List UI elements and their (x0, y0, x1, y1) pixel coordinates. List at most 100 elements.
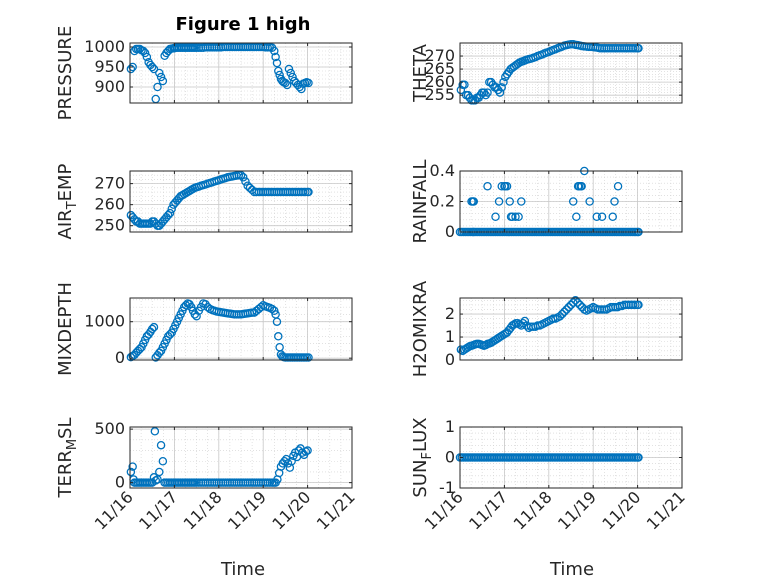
x-tick-label: 11/17 (465, 487, 511, 533)
y-axis-label-part: SL (55, 417, 76, 438)
y-tick-label: 260 (424, 72, 455, 91)
data-point (499, 77, 508, 87)
data-point (483, 88, 492, 97)
y-axis-label-part: TERR (55, 450, 76, 498)
data-series (126, 427, 312, 487)
x-tick-label: 11/20 (268, 487, 314, 533)
x-tick-label: 11/19 (554, 487, 600, 533)
data-point (128, 62, 137, 72)
data-point (274, 332, 283, 341)
data-point (608, 212, 617, 221)
data-point (126, 467, 136, 477)
y-axis-label: RAINFALL (410, 160, 431, 244)
x-tick-label: 11/18 (510, 487, 556, 533)
data-point (165, 208, 175, 218)
y-axis-label-part: SUN (410, 460, 431, 498)
y-tick-label: 270 (94, 174, 125, 193)
data-point (301, 447, 311, 456)
data-point (167, 204, 176, 214)
data-point (153, 82, 162, 92)
x-tick-label: 11/20 (598, 487, 644, 533)
axes-box (129, 42, 353, 104)
data-point (634, 453, 643, 462)
data-point (270, 306, 279, 316)
y-tick-label: 265 (424, 59, 455, 78)
data-point (491, 212, 500, 221)
y-axis-label-part: H2OMIXRA (410, 280, 431, 377)
y-tick-label: 2 (445, 304, 455, 323)
data-point (192, 311, 201, 321)
data-point (150, 427, 160, 436)
data-point (610, 197, 619, 206)
y-axis-label: MIXDEPTH (55, 282, 76, 376)
data-point (243, 181, 252, 190)
y-axis-label: PRESSURE (55, 26, 76, 121)
subplot-8: -10111/1611/1711/1811/1911/2011/21SUNFLU… (410, 417, 689, 533)
x-tick-label: 11/17 (135, 487, 181, 533)
data-point (502, 181, 512, 191)
data-point (238, 173, 248, 182)
data-point (140, 48, 150, 58)
y-axis-label-part: F (420, 452, 435, 459)
y-tick-label: 255 (424, 85, 455, 104)
data-point (592, 212, 602, 221)
x-axis-label-right: Time (549, 559, 594, 580)
y-tick-label: 950 (94, 57, 125, 76)
data-point (270, 46, 279, 56)
data-point (287, 456, 296, 466)
subplot-6: 0 1 2 H2OMIXRA (410, 280, 683, 377)
data-point (497, 83, 506, 92)
data-point (272, 317, 282, 326)
data-point (511, 212, 520, 221)
data-point (155, 467, 164, 477)
data-point (241, 177, 250, 186)
data-point (288, 72, 297, 82)
y-tick-label: 900 (94, 77, 125, 96)
y-tick-label: 0 (445, 350, 455, 369)
data-point (573, 298, 582, 307)
y-tick-label: -1 (439, 478, 455, 497)
data-series (126, 299, 313, 362)
data-point (297, 84, 306, 94)
axes-box (129, 170, 353, 233)
data-point (568, 197, 578, 206)
data-point (142, 52, 152, 62)
y-axis-label-part: LUX (410, 417, 431, 452)
data-point (304, 353, 313, 362)
data-point (147, 62, 157, 72)
data-point (284, 64, 294, 74)
data-point (147, 324, 157, 334)
y-axis-label-part: AIR (55, 209, 76, 239)
y-axis-label: TERRMSL (55, 417, 80, 498)
data-point (151, 476, 161, 485)
data-point (557, 309, 567, 319)
data-point (562, 305, 571, 314)
data-point (576, 181, 586, 191)
data-point (575, 300, 585, 310)
data-point (156, 440, 166, 450)
y-tick-label: 250 (94, 216, 125, 235)
x-tick-label: 11/21 (643, 487, 689, 533)
data-point (500, 181, 509, 191)
data-point (274, 66, 283, 76)
x-tick-label: 11/18 (180, 487, 226, 533)
data-point (572, 212, 581, 221)
y-tick-label: 500 (94, 419, 125, 438)
x-tick-label: 11/19 (224, 487, 270, 533)
data-point (153, 475, 162, 484)
data-point (573, 181, 583, 191)
data-point (520, 316, 530, 326)
data-point (139, 46, 148, 56)
data-point (634, 43, 643, 53)
data-point (304, 187, 313, 197)
y-tick-label: 0 (445, 448, 455, 467)
axes-box (129, 297, 353, 361)
data-point (571, 296, 580, 305)
y-axis-label: THETA (410, 43, 431, 103)
y-tick-label: 260 (94, 195, 125, 214)
